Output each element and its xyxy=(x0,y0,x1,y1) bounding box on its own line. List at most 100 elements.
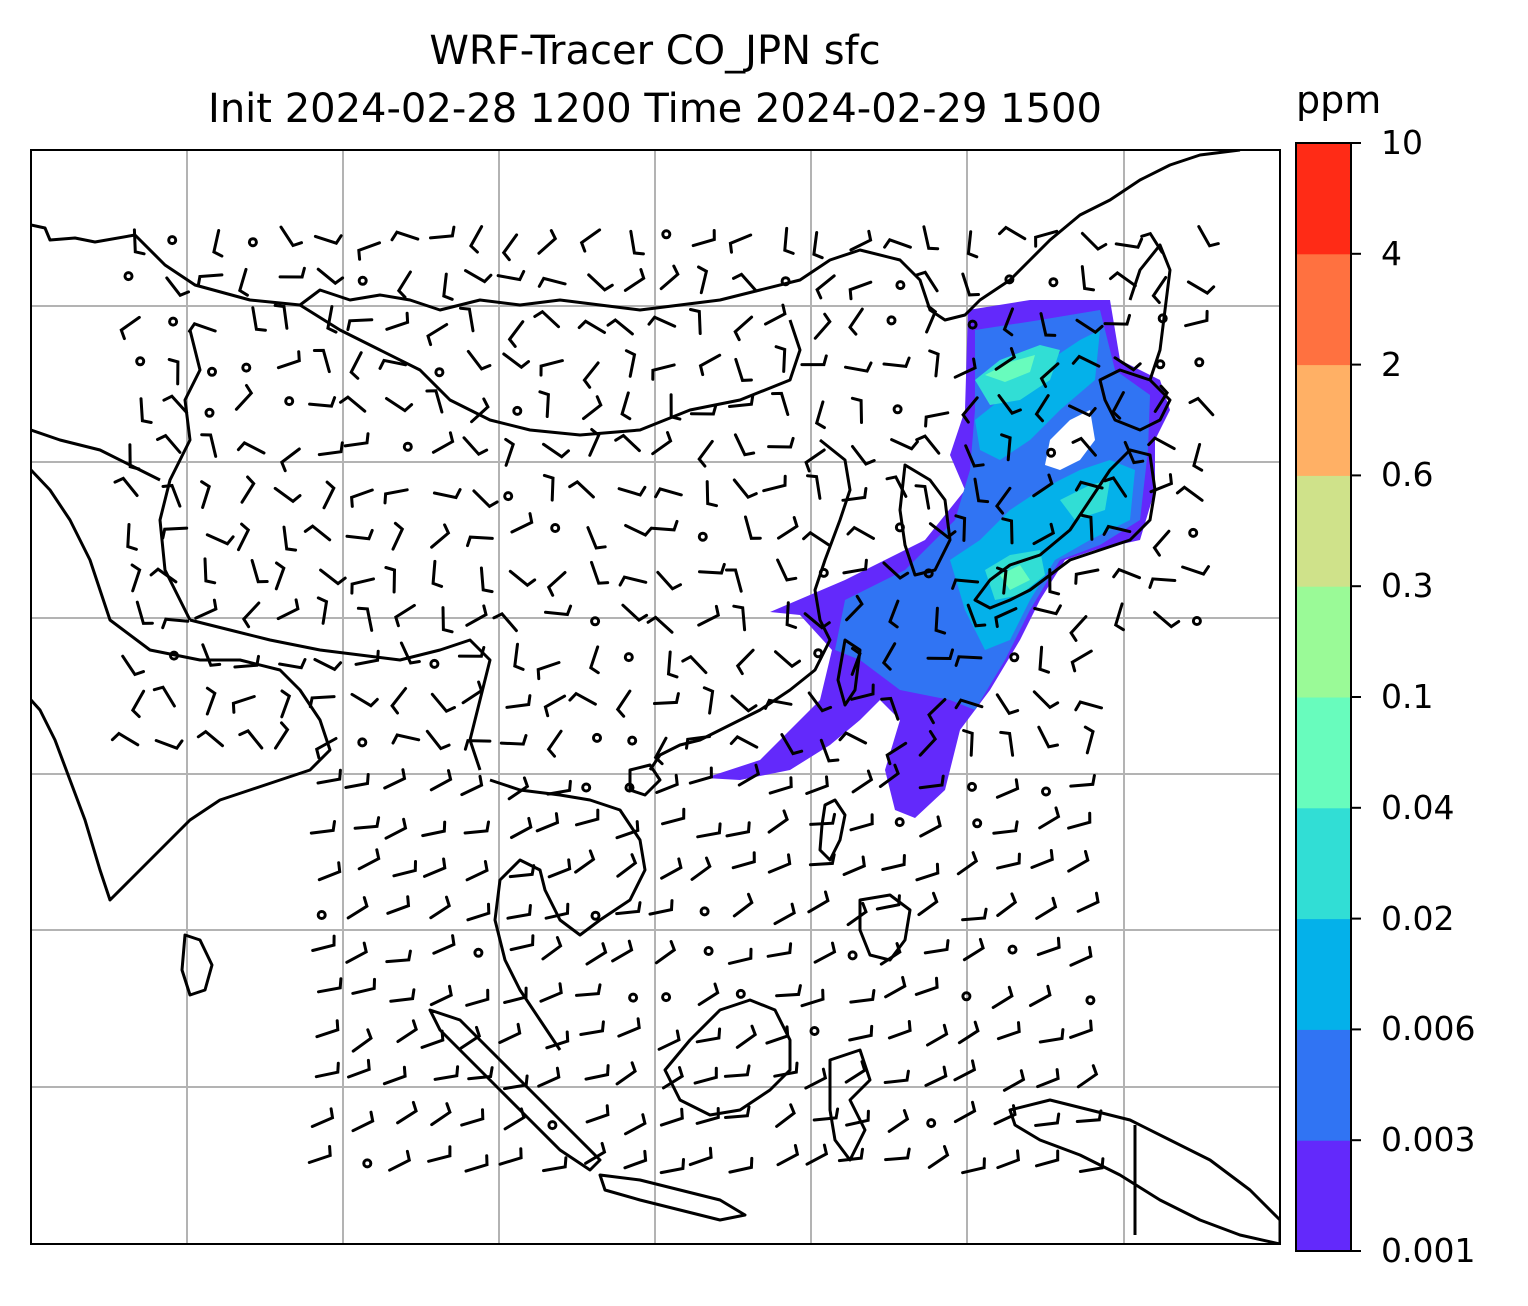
wind-barb xyxy=(278,266,306,279)
wind-barb xyxy=(1175,485,1204,502)
wind-barb xyxy=(503,1074,529,1091)
wind-barb xyxy=(774,650,801,669)
wind-barb xyxy=(805,1143,829,1166)
wind-barb xyxy=(467,1066,494,1081)
wind-barb xyxy=(885,741,908,766)
wind-barb xyxy=(842,558,868,575)
wind-barb xyxy=(841,487,868,502)
wind-barb xyxy=(544,902,570,920)
wind-barb xyxy=(611,939,634,963)
wind-barb xyxy=(732,604,747,632)
colorbar-tick-label: 0.006 xyxy=(1381,1009,1476,1049)
wind-barb xyxy=(542,473,555,502)
wind-barb xyxy=(800,988,825,1008)
wind-barb xyxy=(956,851,979,876)
wind-barb xyxy=(273,303,289,330)
wind-barb xyxy=(462,436,489,457)
wind-barb xyxy=(508,864,536,879)
wind-barb xyxy=(1075,318,1104,335)
wind-barb xyxy=(233,654,260,669)
wind-barb xyxy=(426,323,449,347)
wind-barb xyxy=(1153,384,1169,413)
calm-wind-marker xyxy=(284,396,295,407)
wind-barb xyxy=(773,1061,799,1078)
wind-barb xyxy=(463,739,492,751)
wind-barb xyxy=(545,1030,570,1050)
wind-barb xyxy=(762,474,787,493)
wind-barb xyxy=(681,654,708,675)
wind-barb xyxy=(995,778,1020,799)
wind-barb xyxy=(1152,529,1171,557)
wind-barb xyxy=(161,617,190,630)
wind-barb xyxy=(809,812,836,826)
wind-barb xyxy=(1147,436,1176,451)
wind-barb xyxy=(236,441,266,455)
wind-barb xyxy=(542,1156,568,1173)
wind-barb xyxy=(620,391,632,421)
coastline-sulawesi xyxy=(828,1048,872,1162)
wind-barb xyxy=(1074,480,1104,492)
wind-barb xyxy=(391,521,405,551)
wind-barb xyxy=(657,1029,681,1051)
wind-barb xyxy=(885,475,908,498)
wind-barb xyxy=(1035,1149,1060,1168)
wind-barb xyxy=(441,606,454,634)
wind-barb xyxy=(697,982,720,1006)
coastline-sri-lanka xyxy=(180,933,214,997)
wind-barb xyxy=(1102,524,1132,536)
wind-barb xyxy=(461,680,484,705)
wind-barb xyxy=(187,322,217,333)
wind-barb xyxy=(994,347,1017,371)
coastline-india xyxy=(31,468,332,902)
wind-barb xyxy=(311,934,336,952)
wind-barb xyxy=(922,225,940,251)
wind-barb xyxy=(423,857,447,878)
wind-barb xyxy=(732,892,754,918)
wind-barb xyxy=(629,229,645,256)
wind-barb xyxy=(316,768,342,785)
wind-barb xyxy=(837,1147,864,1163)
wind-barb xyxy=(693,1066,718,1085)
wind-barb xyxy=(1034,229,1059,248)
wind-barb xyxy=(501,233,519,262)
wind-barb xyxy=(695,1027,722,1044)
wind-barb xyxy=(996,1149,1021,1170)
wind-barb xyxy=(732,478,758,500)
calm-wind-marker xyxy=(892,404,903,415)
wind-barb xyxy=(121,654,145,677)
wind-barb xyxy=(315,1019,340,1039)
wind-barb xyxy=(887,1020,912,1040)
wind-barb xyxy=(276,598,300,621)
wind-barb xyxy=(618,575,648,587)
wind-barb xyxy=(783,226,795,255)
wind-barb xyxy=(697,604,721,627)
map-title-line-2: Init 2024-02-28 1200 Time 2024-02-29 150… xyxy=(208,86,1102,132)
wind-barb xyxy=(964,444,985,468)
coastline-taiwan xyxy=(836,638,862,707)
wind-barb xyxy=(466,349,492,371)
wind-barb xyxy=(504,437,515,467)
wind-barb xyxy=(650,519,679,532)
wind-barb xyxy=(1181,565,1210,576)
wind-barb xyxy=(1002,307,1014,337)
wind-barb xyxy=(850,683,875,701)
wind-barb xyxy=(802,530,831,547)
colorbar-tick-label: 0.04 xyxy=(1381,787,1455,827)
wind-barb xyxy=(1148,577,1177,589)
wind-barb xyxy=(201,643,222,667)
wind-barb xyxy=(1153,610,1181,629)
calm-wind-marker xyxy=(357,275,368,286)
wind-barb xyxy=(696,822,722,839)
wind-barb xyxy=(884,1147,911,1162)
wind-barb xyxy=(396,1100,418,1125)
wind-barb xyxy=(848,1024,874,1042)
calm-wind-marker xyxy=(1155,359,1166,370)
wind-barb xyxy=(465,604,488,627)
wind-barb xyxy=(888,599,900,629)
wind-barb xyxy=(307,1145,332,1164)
wind-barb xyxy=(126,523,138,551)
wind-barb xyxy=(274,561,286,591)
wind-barb xyxy=(396,270,412,299)
wind-barb xyxy=(357,241,381,261)
wind-barb xyxy=(728,233,753,254)
